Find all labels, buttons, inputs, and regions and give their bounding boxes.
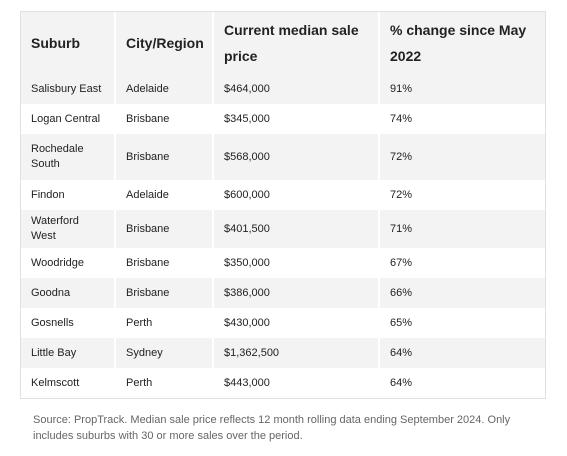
cell-city: Brisbane (115, 134, 214, 180)
cell-change: 72% (379, 134, 545, 180)
cell-city: Perth (115, 308, 214, 338)
cell-price: $350,000 (213, 248, 380, 278)
cell-suburb: Logan Central (21, 104, 116, 134)
cell-city: Adelaide (115, 74, 214, 104)
cell-suburb: Kelmscott (21, 368, 116, 398)
table-row: Gosnells Perth $430,000 65% (21, 308, 545, 338)
header-city-region: City/Region (115, 12, 214, 74)
source-note: Source: PropTrack. Median sale price ref… (33, 414, 511, 442)
cell-price: $345,000 (213, 104, 380, 134)
cell-city: Brisbane (115, 248, 214, 278)
cell-price: $464,000 (213, 74, 380, 104)
cell-city: Sydney (115, 338, 214, 368)
cell-suburb: Little Bay (21, 338, 116, 368)
table-row: Salisbury East Adelaide $464,000 91% (21, 74, 545, 104)
cell-change: 66% (379, 278, 545, 308)
cell-price: $386,000 (213, 278, 380, 308)
cell-suburb: Findon (21, 180, 116, 210)
cell-change: 64% (379, 338, 545, 368)
table-row: Woodridge Brisbane $350,000 67% (21, 248, 545, 278)
cell-city: Brisbane (115, 104, 214, 134)
cell-change: 74% (379, 104, 545, 134)
table-row: Kelmscott Perth $443,000 64% (21, 368, 545, 398)
cell-city: Brisbane (115, 210, 214, 248)
table-header-row: Suburb City/Region Current median sale p… (21, 12, 545, 74)
cell-price: $568,000 (213, 134, 380, 180)
data-table-container: Suburb City/Region Current median sale p… (20, 11, 546, 399)
table-row: Findon Adelaide $600,000 72% (21, 180, 545, 210)
header-median-price: Current median sale price (213, 12, 380, 74)
cell-suburb: Woodridge (21, 248, 116, 278)
cell-change: 91% (379, 74, 545, 104)
cell-change: 67% (379, 248, 545, 278)
cell-change: 71% (379, 210, 545, 248)
cell-change: 72% (379, 180, 545, 210)
table-row: Goodna Brisbane $386,000 66% (21, 278, 545, 308)
cell-suburb: Rochedale South (21, 134, 116, 180)
header-percent-change: % change since May 2022 (390, 22, 527, 64)
cell-price: $430,000 (213, 308, 380, 338)
table-row: Rochedale South Brisbane $568,000 72% (21, 134, 545, 180)
cell-price: $600,000 (213, 180, 380, 210)
table-row: Logan Central Brisbane $345,000 74% (21, 104, 545, 134)
cell-city: Brisbane (115, 278, 214, 308)
cell-city: Adelaide (115, 180, 214, 210)
cell-suburb: Goodna (21, 278, 116, 308)
cell-city: Perth (115, 368, 214, 398)
cell-price: $401,500 (213, 210, 380, 248)
cell-change: 64% (379, 368, 545, 398)
cell-change: 65% (379, 308, 545, 338)
cell-suburb: Salisbury East (21, 74, 116, 104)
cell-suburb: Gosnells (21, 308, 116, 338)
table-row: Little Bay Sydney $1,362,500 64% (21, 338, 545, 368)
suburb-price-table: Suburb City/Region Current median sale p… (21, 12, 545, 398)
cell-price: $1,362,500 (213, 338, 380, 368)
table-row: Waterford West Brisbane $401,500 71% (21, 210, 545, 248)
header-suburb: Suburb (21, 12, 116, 74)
cell-suburb: Waterford West (21, 210, 116, 248)
cell-price: $443,000 (213, 368, 380, 398)
